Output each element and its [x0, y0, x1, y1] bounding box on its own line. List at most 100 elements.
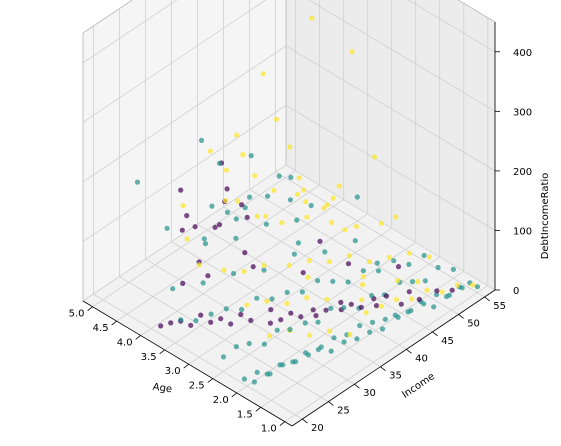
data-point-cluster-2: [304, 294, 310, 301]
data-point-cluster-2: [295, 191, 301, 197]
data-point-cluster-1: [328, 348, 334, 354]
data-point-cluster-1: [375, 268, 382, 274]
data-point-cluster-2: [261, 262, 267, 268]
data-point-cluster-1: [178, 317, 184, 323]
data-point-cluster-1: [134, 179, 141, 185]
data-point-cluster-1: [421, 301, 427, 307]
data-point-cluster-1: [302, 320, 308, 326]
data-point-cluster-0: [158, 323, 164, 329]
data-point-cluster-1: [242, 205, 248, 211]
data-point-cluster-1: [233, 235, 239, 241]
data-point-cluster-1: [254, 369, 260, 375]
data-point-cluster-0: [168, 320, 174, 326]
floor-pane: [83, 165, 495, 426]
data-point-cluster-1: [230, 270, 237, 277]
data-point-cluster-2: [470, 282, 476, 288]
data-point-cluster-0: [395, 264, 402, 270]
y-tick-mark: [111, 320, 117, 326]
data-point-cluster-1: [201, 236, 207, 242]
data-point-cluster-1: [261, 267, 267, 273]
y-tick-mark: [159, 349, 165, 355]
x-axis-line: [291, 289, 496, 427]
data-point-cluster-2: [196, 262, 202, 268]
data-point-cluster-0: [416, 296, 422, 302]
data-point-cluster-0: [278, 317, 284, 323]
data-point-cluster-1: [341, 305, 347, 311]
data-point-cluster-1: [379, 326, 386, 332]
data-point-cluster-1: [280, 362, 286, 368]
data-point-cluster-1: [345, 279, 351, 285]
data-point-cluster-2: [267, 333, 273, 339]
data-point-cluster-0: [358, 304, 364, 310]
data-point-cluster-0: [205, 273, 211, 279]
data-point-cluster-0: [338, 299, 344, 305]
data-point-cluster-2: [244, 302, 250, 308]
data-point-cluster-2: [286, 262, 292, 268]
data-point-cluster-1: [295, 240, 301, 246]
data-point-cluster-1: [308, 202, 314, 209]
data-point-cluster-2: [327, 328, 333, 334]
data-points: [134, 15, 480, 385]
data-point-cluster-1: [431, 304, 437, 310]
data-point-cluster-2: [263, 213, 269, 219]
data-point-cluster-2: [409, 296, 415, 302]
left-wall-pane: [83, 0, 286, 301]
data-point-cluster-2: [406, 250, 412, 256]
data-point-cluster-2: [264, 298, 270, 304]
x-tick-mark: [328, 401, 334, 406]
data-point-cluster-1: [248, 153, 254, 159]
data-point-cluster-2: [393, 297, 400, 303]
data-point-cluster-1: [341, 339, 347, 345]
data-point-cluster-0: [180, 280, 186, 286]
data-point-cluster-2: [307, 332, 313, 338]
data-point-cluster-0: [216, 222, 223, 228]
data-point-cluster-1: [251, 379, 257, 385]
data-point-cluster-2: [303, 199, 309, 205]
data-point-cluster-0: [313, 313, 319, 319]
data-point-cluster-1: [293, 359, 299, 365]
data-point-cluster-1: [409, 279, 416, 285]
data-point-cluster-0: [323, 307, 329, 313]
data-point-cluster-2: [395, 277, 401, 284]
grid-lines: [82, 0, 496, 423]
y-axis-label: Age: [152, 382, 173, 396]
y-tick-mark: [135, 335, 141, 340]
data-point-cluster-0: [248, 317, 254, 323]
data-point-cluster-0: [348, 301, 354, 307]
data-point-cluster-0: [406, 289, 412, 295]
data-point-cluster-1: [193, 318, 199, 324]
data-point-cluster-2: [254, 213, 260, 219]
data-point-cluster-1: [263, 221, 269, 227]
data-point-cluster-0: [212, 224, 218, 230]
y-tick-mark: [279, 421, 286, 427]
y-tick-mark: [231, 392, 237, 398]
data-point-cluster-1: [421, 252, 427, 259]
data-point-cluster-2: [235, 198, 241, 204]
data-point-cluster-1: [433, 292, 440, 298]
data-point-cluster-2: [347, 331, 353, 338]
data-point-cluster-0: [373, 303, 380, 309]
data-point-cluster-1: [233, 216, 239, 222]
data-point-cluster-1: [294, 217, 300, 223]
data-point-cluster-2: [180, 202, 186, 209]
data-point-cluster-2: [349, 49, 355, 55]
data-point-cluster-1: [247, 194, 253, 200]
data-point-cluster-2: [321, 205, 327, 211]
y-tick-label: 2.5: [189, 381, 205, 392]
data-point-cluster-1: [284, 289, 290, 295]
data-point-cluster-0: [238, 311, 244, 318]
data-point-cluster-1: [200, 280, 206, 286]
data-point-cluster-1: [369, 319, 376, 325]
data-point-cluster-0: [267, 320, 273, 326]
data-point-cluster-2: [260, 71, 266, 77]
data-point-cluster-1: [330, 278, 336, 284]
y-tick-label: 4.0: [117, 337, 133, 348]
data-point-cluster-0: [250, 264, 256, 270]
data-point-cluster-1: [208, 311, 214, 317]
data-point-cluster-2: [371, 154, 378, 160]
x-axis-label: Income: [400, 371, 437, 401]
x-tick-mark: [432, 331, 438, 337]
data-point-cluster-0: [300, 270, 306, 276]
data-point-cluster-1: [354, 194, 360, 200]
y-tick-label: 3.5: [141, 352, 157, 363]
